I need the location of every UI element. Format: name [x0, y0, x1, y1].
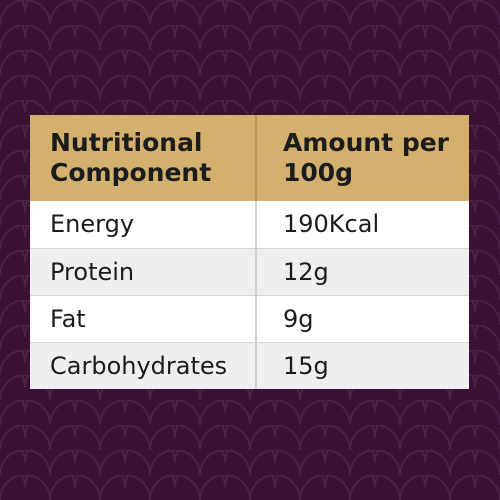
amount-cell: 12g: [255, 247, 469, 295]
header-component-line1: Nutritional: [50, 128, 203, 157]
component-cell: Carbohydrates: [30, 341, 256, 389]
component-cell: Fat: [30, 294, 256, 342]
header-amount-line2: 100g: [283, 158, 354, 187]
header-nutritional-component: Nutritional Component: [30, 115, 256, 201]
header-amount-per-100g: Amount per 100g: [255, 115, 469, 201]
table-row: Protein 12g: [30, 247, 469, 295]
table-row: Energy 190Kcal: [30, 201, 469, 248]
header-amount-line1: Amount per: [283, 128, 450, 157]
nutrition-table: Nutritional Component Amount per 100g En…: [30, 115, 469, 389]
table-header-row: Nutritional Component Amount per 100g: [30, 115, 469, 201]
amount-cell: 15g: [255, 341, 469, 389]
table-row: Fat 9g: [30, 294, 469, 342]
header-component-line2: Component: [50, 158, 212, 187]
component-cell: Protein: [30, 247, 256, 295]
component-cell: Energy: [30, 201, 256, 248]
table-row: Carbohydrates 15g: [30, 341, 469, 389]
amount-cell: 9g: [255, 294, 469, 342]
amount-cell: 190Kcal: [255, 201, 469, 248]
